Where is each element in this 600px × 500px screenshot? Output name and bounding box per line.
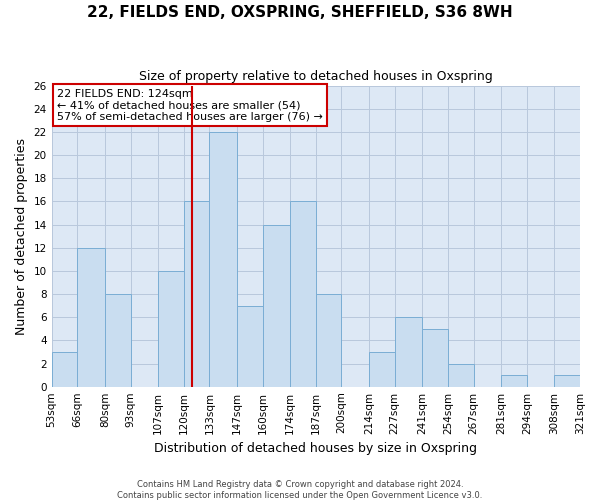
Bar bbox=[77, 248, 105, 386]
Text: 22, FIELDS END, OXSPRING, SHEFFIELD, S36 8WH: 22, FIELDS END, OXSPRING, SHEFFIELD, S36… bbox=[87, 5, 513, 20]
Bar bbox=[237, 306, 263, 386]
Bar bbox=[263, 224, 290, 386]
Bar bbox=[209, 132, 237, 386]
Bar bbox=[184, 202, 209, 386]
Bar bbox=[554, 375, 580, 386]
Bar bbox=[105, 294, 131, 386]
Bar bbox=[316, 294, 341, 386]
Bar bbox=[448, 364, 473, 386]
Bar bbox=[422, 329, 448, 386]
Title: Size of property relative to detached houses in Oxspring: Size of property relative to detached ho… bbox=[139, 70, 493, 83]
Bar bbox=[158, 271, 184, 386]
Text: Contains HM Land Registry data © Crown copyright and database right 2024.
Contai: Contains HM Land Registry data © Crown c… bbox=[118, 480, 482, 500]
Bar bbox=[52, 352, 77, 386]
Bar bbox=[395, 317, 422, 386]
Text: 22 FIELDS END: 124sqm
← 41% of detached houses are smaller (54)
57% of semi-deta: 22 FIELDS END: 124sqm ← 41% of detached … bbox=[57, 88, 323, 122]
Bar bbox=[369, 352, 395, 386]
Bar bbox=[290, 202, 316, 386]
Y-axis label: Number of detached properties: Number of detached properties bbox=[15, 138, 28, 334]
X-axis label: Distribution of detached houses by size in Oxspring: Distribution of detached houses by size … bbox=[154, 442, 478, 455]
Bar bbox=[501, 375, 527, 386]
